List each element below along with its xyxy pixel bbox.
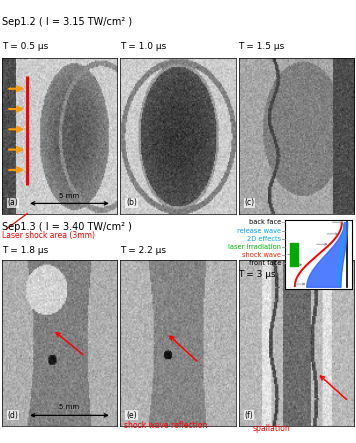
Text: (d): (d) — [7, 411, 19, 420]
Text: T = 0.5 μs: T = 0.5 μs — [2, 42, 48, 51]
Text: laser irradiation: laser irradiation — [228, 244, 281, 250]
Bar — [290, 243, 298, 266]
Text: (f): (f) — [244, 411, 253, 420]
Text: (c): (c) — [244, 198, 255, 207]
Text: Sep1.3 ( I = 3.40 TW/cm² ): Sep1.3 ( I = 3.40 TW/cm² ) — [2, 222, 132, 232]
Text: T = 1.8 μs: T = 1.8 μs — [2, 246, 48, 255]
Text: release wave: release wave — [237, 228, 281, 234]
Text: 5 mm: 5 mm — [59, 193, 79, 199]
Text: T = 3 μs: T = 3 μs — [239, 270, 276, 279]
Text: spallation: spallation — [253, 424, 290, 433]
Text: T = 2.2 μs: T = 2.2 μs — [120, 246, 166, 255]
Text: shock wave: shock wave — [242, 252, 281, 258]
Text: T = 1.5 μs: T = 1.5 μs — [239, 42, 285, 51]
Text: Laser shock area (3mm): Laser shock area (3mm) — [2, 231, 95, 240]
Text: (e): (e) — [126, 411, 137, 420]
Text: T = 1.0 μs: T = 1.0 μs — [120, 42, 167, 51]
Text: shock wave reflection: shock wave reflection — [124, 421, 207, 430]
Text: back face: back face — [249, 219, 281, 225]
Text: 5 mm: 5 mm — [59, 404, 79, 410]
Text: (b): (b) — [126, 198, 137, 207]
Text: 2D effects: 2D effects — [247, 236, 281, 242]
Text: front face: front face — [249, 260, 281, 266]
Text: (a): (a) — [7, 198, 18, 207]
Text: Sep1.2 ( I = 3.15 TW/cm² ): Sep1.2 ( I = 3.15 TW/cm² ) — [2, 17, 132, 27]
